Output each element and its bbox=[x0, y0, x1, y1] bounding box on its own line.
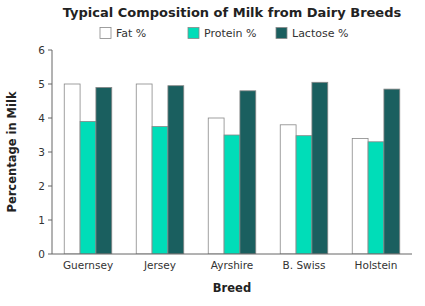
chart-container: Typical Composition of Milk from Dairy B… bbox=[0, 0, 425, 306]
legend-swatch bbox=[100, 28, 111, 39]
y-tick-label: 4 bbox=[38, 112, 45, 124]
y-tick bbox=[48, 152, 52, 153]
bar bbox=[240, 91, 256, 254]
y-axis-line bbox=[52, 50, 53, 254]
y-axis: 0 1 2 3 4 5 6 bbox=[38, 44, 52, 260]
bar bbox=[96, 87, 112, 254]
bar bbox=[80, 121, 96, 254]
bar bbox=[64, 84, 80, 254]
bar bbox=[136, 84, 152, 254]
x-tick-label: Holstein bbox=[355, 259, 398, 271]
x-axis: Guernsey Jersey Ayrshire B. Swiss Holstein bbox=[63, 259, 398, 271]
bar bbox=[152, 127, 168, 255]
y-tick bbox=[48, 84, 52, 85]
bar bbox=[352, 138, 368, 254]
bar bbox=[224, 135, 240, 254]
y-tick-label: 0 bbox=[38, 248, 45, 260]
title: Typical Composition of Milk from Dairy B… bbox=[63, 5, 402, 20]
y-tick bbox=[48, 220, 52, 221]
x-axis-title: Breed bbox=[213, 281, 251, 295]
bars bbox=[64, 82, 400, 254]
legend-swatch bbox=[188, 28, 199, 39]
bar bbox=[168, 86, 184, 254]
x-tick-label: Ayrshire bbox=[211, 259, 254, 271]
y-tick-label: 3 bbox=[38, 146, 45, 158]
y-axis-title: Percentage in Milk bbox=[5, 91, 19, 212]
y-tick bbox=[48, 118, 52, 119]
legend-label: Fat % bbox=[116, 27, 146, 40]
y-tick bbox=[48, 186, 52, 187]
y-tick-label: 1 bbox=[38, 214, 45, 226]
legend-label: Lactose % bbox=[292, 27, 348, 40]
y-tick-label: 6 bbox=[38, 44, 45, 56]
x-axis-line bbox=[52, 254, 412, 255]
y-tick bbox=[48, 254, 52, 255]
y-tick-label: 2 bbox=[38, 180, 45, 192]
bar bbox=[208, 118, 224, 254]
y-tick bbox=[48, 50, 52, 51]
y-tick-label: 5 bbox=[38, 78, 45, 90]
chart: Typical Composition of Milk from Dairy B… bbox=[0, 0, 425, 306]
legend-swatch bbox=[276, 28, 287, 39]
bar bbox=[384, 89, 400, 254]
bar bbox=[312, 82, 328, 254]
bar bbox=[368, 142, 384, 254]
bar bbox=[296, 136, 312, 254]
x-tick-label: B. Swiss bbox=[283, 259, 326, 271]
bar bbox=[280, 125, 296, 254]
legend: Fat % Protein % Lactose % bbox=[100, 27, 348, 40]
x-tick-label: Guernsey bbox=[63, 259, 113, 271]
legend-label: Protein % bbox=[204, 27, 257, 40]
x-tick-label: Jersey bbox=[143, 259, 176, 271]
